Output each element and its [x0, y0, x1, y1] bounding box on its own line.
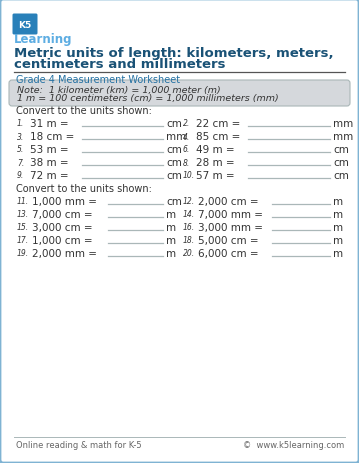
Text: 1,000 cm =: 1,000 cm = — [32, 236, 93, 245]
Text: Online reading & math for K-5: Online reading & math for K-5 — [16, 441, 141, 450]
Text: 9.: 9. — [17, 171, 24, 180]
Text: 16.: 16. — [183, 223, 195, 232]
Text: 3,000 cm =: 3,000 cm = — [32, 223, 93, 232]
Text: cm: cm — [333, 144, 349, 155]
Text: mm: mm — [333, 119, 353, 129]
Text: 15.: 15. — [17, 223, 29, 232]
Text: 17.: 17. — [17, 236, 29, 245]
Text: 13.: 13. — [17, 210, 29, 219]
Text: Note:  1 kilometer (km) = 1,000 meter (m): Note: 1 kilometer (km) = 1,000 meter (m) — [17, 85, 221, 94]
Text: 72 m =: 72 m = — [30, 171, 69, 181]
Text: 22 cm =: 22 cm = — [196, 119, 241, 129]
Text: 38 m =: 38 m = — [30, 158, 69, 168]
Text: m: m — [333, 249, 343, 258]
Text: 14.: 14. — [183, 210, 195, 219]
Text: cm: cm — [166, 119, 182, 129]
Text: ©  www.k5learning.com: © www.k5learning.com — [243, 441, 344, 450]
FancyBboxPatch shape — [9, 81, 350, 107]
Text: Learning: Learning — [14, 33, 73, 46]
Text: 12.: 12. — [183, 197, 195, 206]
Text: cm: cm — [333, 171, 349, 181]
Text: m: m — [166, 210, 176, 219]
Text: mm: mm — [166, 131, 186, 142]
Text: 10.: 10. — [183, 171, 195, 180]
Text: mm: mm — [333, 131, 353, 142]
Text: 4.: 4. — [183, 132, 190, 141]
Text: 11.: 11. — [17, 197, 29, 206]
Text: m: m — [333, 197, 343, 206]
Text: cm: cm — [166, 144, 182, 155]
Text: 19.: 19. — [17, 249, 29, 258]
Text: 5.: 5. — [17, 145, 24, 154]
Text: 7.: 7. — [17, 158, 24, 167]
FancyBboxPatch shape — [13, 14, 37, 36]
Text: 2,000 cm =: 2,000 cm = — [198, 197, 258, 206]
Text: Convert to the units shown:: Convert to the units shown: — [16, 184, 152, 194]
Text: m: m — [166, 236, 176, 245]
Text: cm: cm — [166, 171, 182, 181]
Text: 28 m =: 28 m = — [196, 158, 235, 168]
Text: 31 m =: 31 m = — [30, 119, 69, 129]
Text: 8.: 8. — [183, 158, 190, 167]
Text: cm: cm — [166, 158, 182, 168]
Text: 20.: 20. — [183, 249, 195, 258]
Text: 18 cm =: 18 cm = — [30, 131, 74, 142]
Text: 18.: 18. — [183, 236, 195, 245]
Text: Metric units of length: kilometers, meters,: Metric units of length: kilometers, mete… — [14, 46, 334, 59]
Text: 6.: 6. — [183, 145, 190, 154]
Text: 7,000 cm =: 7,000 cm = — [32, 210, 93, 219]
Text: 7,000 mm =: 7,000 mm = — [198, 210, 263, 219]
Text: m: m — [333, 223, 343, 232]
Text: m: m — [333, 210, 343, 219]
Text: 6,000 cm =: 6,000 cm = — [198, 249, 258, 258]
Text: Grade 4 Measurement Worksheet: Grade 4 Measurement Worksheet — [16, 75, 180, 85]
Text: 2.: 2. — [183, 119, 190, 128]
Text: 57 m =: 57 m = — [196, 171, 235, 181]
Text: Convert to the units shown:: Convert to the units shown: — [16, 106, 152, 116]
Text: 1.: 1. — [17, 119, 24, 128]
Text: cm: cm — [333, 158, 349, 168]
Text: m: m — [166, 223, 176, 232]
Text: m: m — [333, 236, 343, 245]
Text: 49 m =: 49 m = — [196, 144, 235, 155]
Text: 1 m = 100 centimeters (cm) = 1,000 millimeters (mm): 1 m = 100 centimeters (cm) = 1,000 milli… — [17, 94, 279, 103]
Text: 1,000 mm =: 1,000 mm = — [32, 197, 97, 206]
Text: 53 m =: 53 m = — [30, 144, 69, 155]
Text: K5: K5 — [18, 20, 32, 30]
Text: cm: cm — [166, 197, 182, 206]
Text: 85 cm =: 85 cm = — [196, 131, 241, 142]
Text: 5,000 cm =: 5,000 cm = — [198, 236, 258, 245]
Text: centimeters and millimeters: centimeters and millimeters — [14, 58, 225, 71]
Text: 2,000 mm =: 2,000 mm = — [32, 249, 97, 258]
Text: 3.: 3. — [17, 132, 24, 141]
Text: m: m — [166, 249, 176, 258]
Text: 3,000 mm =: 3,000 mm = — [198, 223, 263, 232]
